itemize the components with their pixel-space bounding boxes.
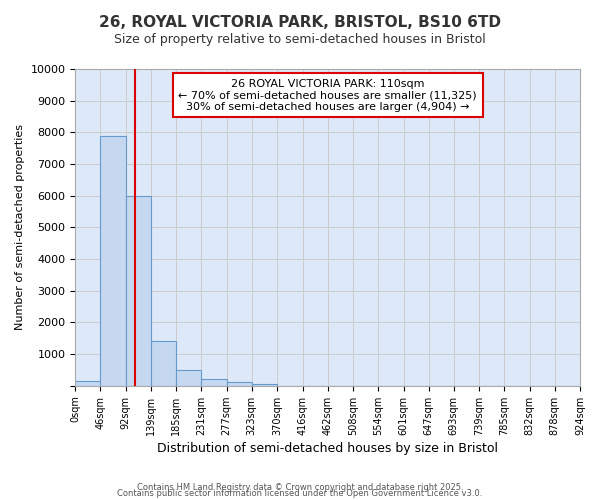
Bar [151,342,176,386]
Text: Size of property relative to semi-detached houses in Bristol: Size of property relative to semi-detach… [114,32,486,46]
Text: 26, ROYAL VICTORIA PARK, BRISTOL, BS10 6TD: 26, ROYAL VICTORIA PARK, BRISTOL, BS10 6… [99,15,501,30]
Bar [252,384,277,386]
Y-axis label: Number of semi-detached properties: Number of semi-detached properties [15,124,25,330]
Text: Contains public sector information licensed under the Open Government Licence v3: Contains public sector information licen… [118,489,482,498]
Text: 26 ROYAL VICTORIA PARK: 110sqm
← 70% of semi-detached houses are smaller (11,325: 26 ROYAL VICTORIA PARK: 110sqm ← 70% of … [178,78,477,112]
Bar [202,380,227,386]
Bar [125,196,151,386]
Bar [100,136,125,386]
Text: Contains HM Land Registry data © Crown copyright and database right 2025.: Contains HM Land Registry data © Crown c… [137,483,463,492]
Bar [75,381,100,386]
Bar [176,370,202,386]
X-axis label: Distribution of semi-detached houses by size in Bristol: Distribution of semi-detached houses by … [157,442,498,455]
Bar [227,382,252,386]
